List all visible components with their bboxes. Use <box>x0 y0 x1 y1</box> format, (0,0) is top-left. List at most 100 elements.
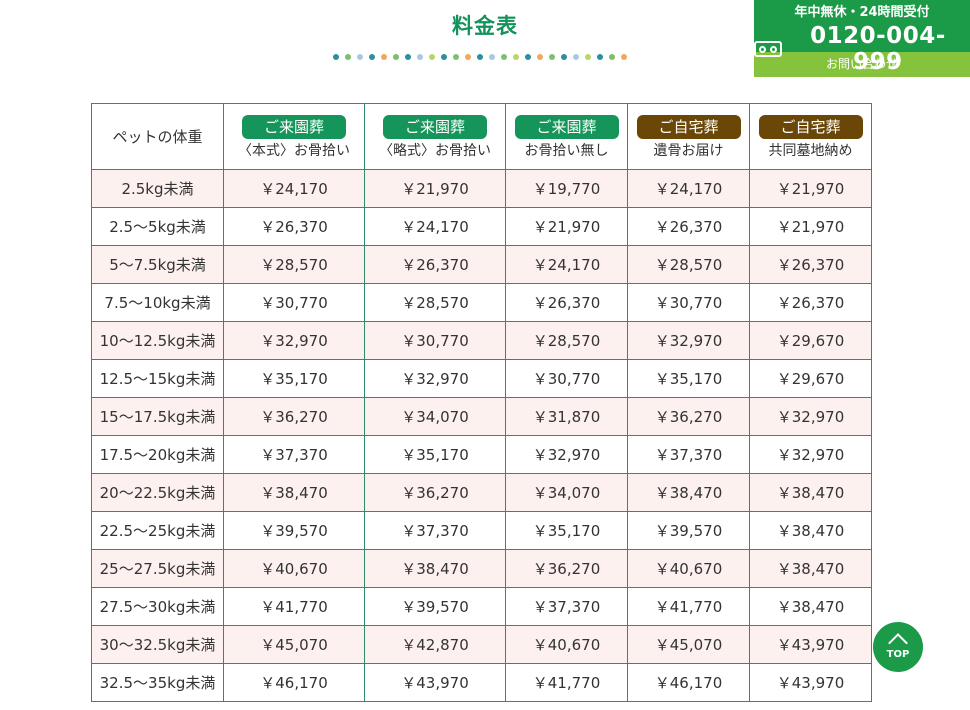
table-row: 17.5～20kg未満 ￥37,370 ￥35,170 ￥32,970 ￥37,370 ￥… <box>91 435 872 474</box>
decor-dot <box>609 54 615 60</box>
decor-dot <box>489 54 495 60</box>
plan-header: ご自宅葬共同墓地納め <box>749 103 872 170</box>
price-cell: ￥30,770 <box>627 283 750 322</box>
price-cell: ￥38,470 <box>749 511 872 550</box>
price-cell: ￥41,770 <box>627 587 750 626</box>
price-cell: ￥24,170 <box>364 207 506 246</box>
decor-dot <box>561 54 567 60</box>
decor-dot <box>525 54 531 60</box>
price-cell: ￥32,970 <box>505 435 628 474</box>
price-cell: ￥36,270 <box>223 397 365 436</box>
price-cell: ￥30,770 <box>223 283 365 322</box>
price-cell: ￥26,370 <box>749 283 872 322</box>
table-row: 2.5～5kg未満 ￥26,370 ￥24,170 ￥21,970 ￥26,370 ￥21… <box>91 207 872 246</box>
plan-badge: ご来園葬 <box>242 114 346 139</box>
decor-dot <box>621 54 627 60</box>
weight-cell: 22.5～25kg未満 <box>91 511 224 550</box>
price-cell: ￥24,170 <box>223 169 365 208</box>
plan-subtitle: お骨拾い無し <box>524 142 609 159</box>
price-cell: ￥36,270 <box>627 397 750 436</box>
price-cell: ￥28,570 <box>505 321 628 360</box>
contact-box[interactable]: 年中無休・24時間受付 0120-004-999 お問い合わせ <box>754 0 970 77</box>
table-row: 25～27.5kg未満 ￥40,670 ￥38,470 ￥36,270 ￥40,670 ￥… <box>91 549 872 588</box>
weight-cell: 17.5～20kg未満 <box>91 435 224 474</box>
decor-dot <box>513 54 519 60</box>
price-cell: ￥34,070 <box>505 473 628 512</box>
weight-cell: 30～32.5kg未満 <box>91 625 224 664</box>
decor-dot <box>573 54 579 60</box>
back-to-top-button[interactable]: TOP <box>873 622 923 672</box>
price-cell: ￥45,070 <box>627 625 750 664</box>
price-cell: ￥24,170 <box>505 245 628 284</box>
price-cell: ￥46,170 <box>223 663 365 702</box>
decor-dot <box>417 54 423 60</box>
plan-header: ご自宅葬 遺骨お届け <box>627 103 750 170</box>
price-cell: ￥32,970 <box>223 321 365 360</box>
plan-badge: ご来園葬 <box>514 114 619 139</box>
weight-header: ペットの体重 <box>91 103 224 170</box>
price-cell: ￥40,670 <box>627 549 750 588</box>
table-row: 7.5～10kg未満 ￥30,770 ￥28,570 ￥26,370 ￥30,770 ￥2… <box>91 283 872 322</box>
price-cell: ￥26,370 <box>223 207 365 246</box>
price-cell: ￥30,770 <box>505 359 628 398</box>
plan-header: ご来園葬お骨拾い無し <box>505 103 628 170</box>
decor-dot <box>393 54 399 60</box>
price-cell: ￥40,670 <box>505 625 628 664</box>
decor-dot <box>405 54 411 60</box>
price-cell: ￥37,370 <box>627 435 750 474</box>
price-cell: ￥37,370 <box>505 587 628 626</box>
decor-dot <box>441 54 447 60</box>
price-cell: ￥35,170 <box>364 435 506 474</box>
price-cell: ￥29,670 <box>749 321 872 360</box>
price-cell: ￥30,770 <box>364 321 506 360</box>
price-cell: ￥46,170 <box>627 663 750 702</box>
weight-cell: 27.5～30kg未満 <box>91 587 224 626</box>
plan-subtitle: 〈略式〉お骨拾い <box>379 142 491 159</box>
table-row: 15～17.5kg未満 ￥36,270 ￥34,070 ￥31,870 ￥36,270 ￥… <box>91 397 872 436</box>
weight-cell: 15～17.5kg未満 <box>91 397 224 436</box>
price-cell: ￥43,970 <box>364 663 506 702</box>
price-cell: ￥32,970 <box>749 435 872 474</box>
table-row: 10～12.5kg未満 ￥32,970 ￥30,770 ￥28,570 ￥32,970 ￥… <box>91 321 872 360</box>
table-row: 22.5～25kg未満 ￥39,570 ￥37,370 ￥35,170 ￥39,570 ￥… <box>91 511 872 550</box>
price-cell: ￥38,470 <box>364 549 506 588</box>
plan-badge: ご自宅葬 <box>636 114 741 139</box>
price-table-header: ペットの体重 ご来園葬 〈本式〉お骨拾い ご来園葬 〈略式〉お骨拾い ご来園葬 お骨拾い無… <box>91 103 872 170</box>
price-cell: ￥36,270 <box>505 549 628 588</box>
plan-subtitle: 共同墓地納め <box>768 142 853 159</box>
price-cell: ￥35,170 <box>627 359 750 398</box>
contact-hours-note: 年中無休・24時間受付 <box>794 5 930 20</box>
weight-cell: 25～27.5kg未満 <box>91 549 224 588</box>
weight-cell: 20～22.5kg未満 <box>91 473 224 512</box>
table-row: 5～7.5kg未満 ￥28,570 ￥26,370 ￥24,170 ￥28,570 ￥26… <box>91 245 872 284</box>
price-cell: ￥26,370 <box>364 245 506 284</box>
decor-dot <box>333 54 339 60</box>
price-cell: ￥31,870 <box>505 397 628 436</box>
price-cell: ￥28,570 <box>627 245 750 284</box>
price-cell: ￥36,270 <box>364 473 506 512</box>
price-cell: ￥29,670 <box>749 359 872 398</box>
plan-header: ご来園葬 〈本式〉お骨拾い <box>223 103 365 170</box>
back-to-top-label: TOP <box>886 649 910 660</box>
plan-badge: ご自宅葬 <box>758 114 863 139</box>
table-row: 20～22.5kg未満 ￥38,470 ￥36,270 ￥34,070 ￥38,470 ￥… <box>91 473 872 512</box>
price-cell: ￥39,570 <box>223 511 365 550</box>
price-cell: ￥21,970 <box>749 207 872 246</box>
decor-dot <box>549 54 555 60</box>
decor-dot <box>381 54 387 60</box>
table-row: 32.5～35kg未満 ￥46,170 ￥43,970 ￥41,770 ￥46,170 ￥… <box>91 663 872 702</box>
plan-subtitle: 遺骨お届け <box>653 142 724 159</box>
plan-badge: ご来園葬 <box>383 114 487 139</box>
price-cell: ￥41,770 <box>223 587 365 626</box>
price-cell: ￥21,970 <box>505 207 628 246</box>
price-cell: ￥38,470 <box>627 473 750 512</box>
decor-dot <box>429 54 435 60</box>
price-cell: ￥28,570 <box>223 245 365 284</box>
decor-dot <box>357 54 363 60</box>
weight-cell: 5～7.5kg未満 <box>91 245 224 284</box>
contact-phone-panel[interactable]: 年中無休・24時間受付 0120-004-999 <box>754 0 970 75</box>
price-cell: ￥41,770 <box>505 663 628 702</box>
price-cell: ￥38,470 <box>223 473 365 512</box>
plan-header: ご来園葬〈略式〉お骨拾い <box>364 103 506 170</box>
inquiry-link[interactable]: お問い合わせ <box>754 52 970 77</box>
